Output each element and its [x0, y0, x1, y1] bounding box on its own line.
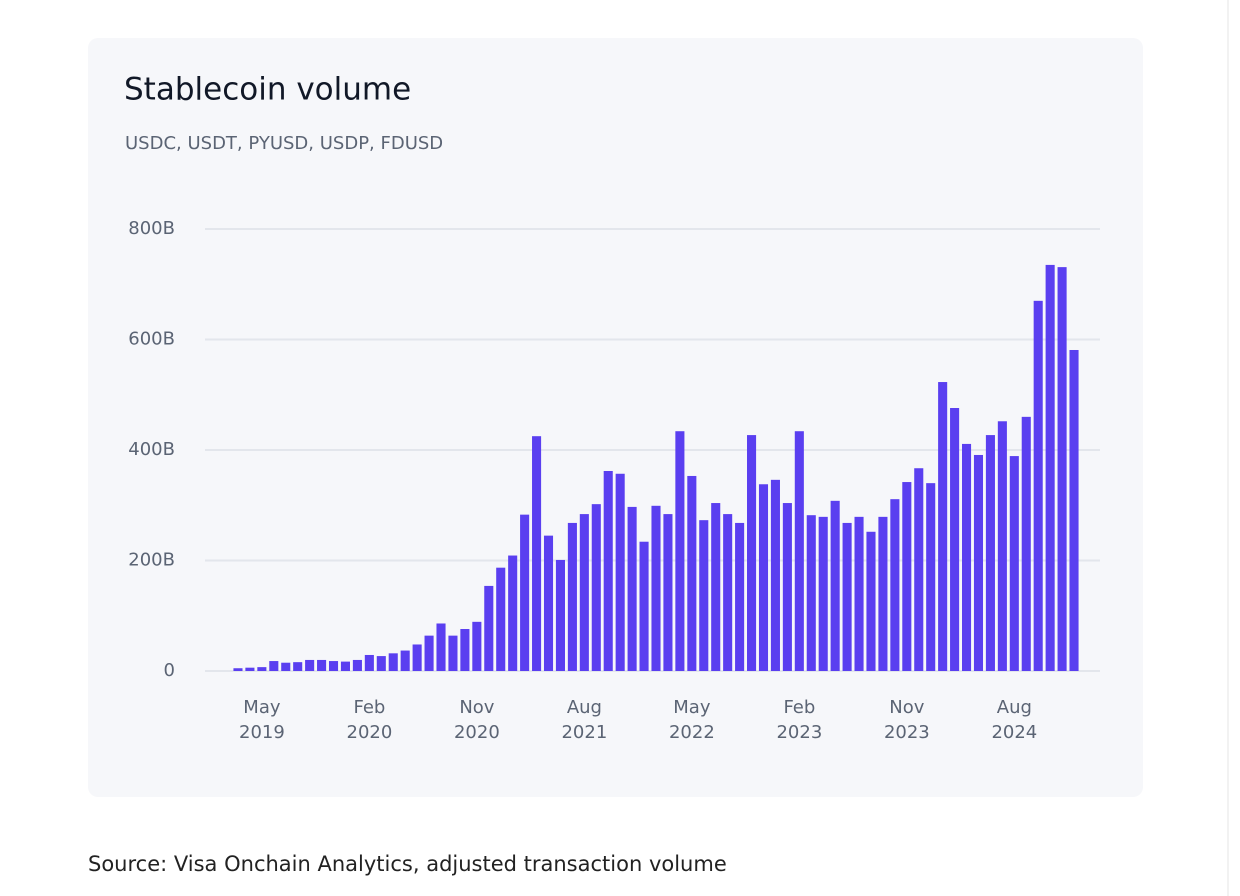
bar — [305, 659, 315, 671]
bar — [627, 506, 637, 671]
bar — [985, 435, 995, 671]
x-tick-label: Feb 2023 — [776, 697, 822, 743]
bar — [1069, 349, 1079, 671]
bar — [257, 667, 267, 671]
bar — [950, 408, 960, 671]
bar — [460, 629, 470, 671]
bar — [400, 650, 410, 671]
bar — [233, 668, 243, 671]
bar — [615, 473, 625, 671]
bar — [1057, 267, 1067, 671]
x-tick-label: Feb 2020 — [347, 697, 393, 743]
bar — [532, 436, 542, 671]
chart-subtitle: USDC, USDT, PYUSD, USDP, FDUSD — [125, 133, 443, 154]
x-tick-label: Nov 2020 — [454, 697, 500, 743]
bar — [543, 535, 554, 671]
bar — [747, 435, 757, 671]
bar — [794, 431, 804, 671]
bar — [938, 382, 948, 671]
bar — [1021, 416, 1031, 671]
bar — [973, 454, 984, 671]
bar — [424, 635, 434, 671]
bar — [520, 514, 530, 671]
bar — [603, 470, 613, 671]
bar — [758, 484, 769, 671]
bar — [591, 504, 601, 671]
bar — [281, 662, 291, 671]
bar — [961, 443, 972, 671]
bar — [412, 644, 422, 671]
x-tick-label: May 2022 — [669, 697, 715, 743]
bar — [639, 541, 649, 671]
x-tick-label: Nov 2023 — [884, 697, 930, 743]
bar — [806, 515, 816, 671]
bar — [364, 654, 374, 671]
bar — [340, 661, 351, 671]
x-tick-label: Aug 2024 — [991, 697, 1037, 743]
x-tick-label: May 2019 — [239, 697, 285, 743]
bar — [317, 659, 327, 671]
y-tick-label: 400B — [128, 439, 175, 460]
bar — [352, 659, 362, 671]
bar — [269, 661, 279, 671]
y-tick-label: 200B — [128, 550, 175, 571]
bar — [699, 520, 709, 671]
bar — [997, 421, 1007, 671]
bar — [567, 522, 577, 671]
bar — [770, 479, 780, 671]
bar — [651, 505, 661, 671]
bar — [687, 475, 697, 671]
y-tick-label: 600B — [128, 329, 175, 350]
x-tick-label: Aug 2021 — [561, 697, 607, 743]
bar — [388, 653, 398, 671]
source-note: Source: Visa Onchain Analytics, adjusted… — [88, 852, 727, 876]
bar — [830, 500, 840, 671]
bar — [854, 516, 864, 671]
bar — [1009, 456, 1019, 671]
bar — [293, 662, 303, 671]
bar — [842, 522, 852, 671]
bar — [890, 499, 900, 671]
bar — [472, 621, 482, 671]
bar — [902, 482, 912, 671]
y-tick-label: 800B — [128, 218, 175, 239]
bar — [878, 516, 888, 671]
bar — [508, 555, 518, 671]
bar — [818, 516, 828, 671]
bar — [496, 567, 506, 671]
bar — [555, 559, 565, 671]
bar — [1045, 264, 1055, 671]
y-tick-label: 0 — [164, 660, 175, 681]
bar — [436, 623, 446, 671]
bar — [926, 483, 936, 671]
chart-title: Stablecoin volume — [124, 72, 411, 108]
bar — [484, 585, 494, 671]
bar — [663, 514, 673, 671]
bar — [579, 514, 589, 671]
bar — [675, 431, 685, 671]
bar — [914, 468, 924, 671]
bar — [328, 661, 339, 671]
bar — [448, 635, 458, 671]
bar — [376, 656, 386, 671]
bar — [782, 503, 792, 671]
bar — [866, 531, 876, 671]
bar — [723, 514, 733, 671]
bar — [1033, 300, 1043, 671]
bar — [735, 522, 745, 671]
bar — [245, 667, 255, 671]
bar — [711, 503, 721, 671]
